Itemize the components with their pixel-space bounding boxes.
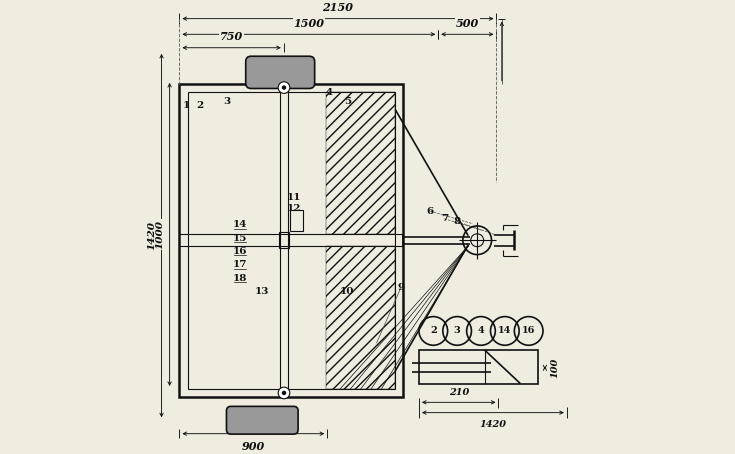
FancyBboxPatch shape: [245, 56, 315, 89]
Text: 1420: 1420: [147, 221, 156, 250]
Text: 15: 15: [233, 233, 247, 242]
Bar: [326, 246, 395, 389]
Text: 900: 900: [242, 441, 265, 452]
Text: 750: 750: [220, 31, 243, 42]
Text: 12: 12: [287, 204, 301, 213]
Text: 7: 7: [441, 214, 448, 223]
Text: 3: 3: [453, 326, 461, 336]
Text: 17: 17: [233, 261, 247, 269]
Bar: [187, 92, 395, 389]
FancyBboxPatch shape: [226, 406, 298, 434]
Text: 16: 16: [233, 247, 247, 256]
Text: 6: 6: [426, 207, 434, 216]
Text: 1420: 1420: [479, 420, 506, 429]
Text: 4: 4: [478, 326, 484, 336]
Bar: [326, 92, 395, 234]
Text: 2150: 2150: [323, 2, 354, 13]
Text: 9: 9: [398, 283, 405, 292]
Circle shape: [282, 85, 286, 90]
Bar: [290, 210, 303, 231]
Text: 13: 13: [255, 287, 270, 296]
Text: 4: 4: [326, 88, 333, 97]
Text: 500: 500: [456, 18, 479, 29]
Bar: [179, 84, 404, 397]
Text: 100: 100: [551, 358, 559, 378]
Text: 11: 11: [287, 193, 301, 202]
Text: 18: 18: [233, 274, 247, 283]
Text: 2: 2: [430, 326, 437, 336]
Text: 1500: 1500: [293, 18, 324, 29]
Text: 1: 1: [182, 101, 190, 110]
Text: 8: 8: [453, 217, 461, 226]
Text: 210: 210: [448, 388, 469, 397]
Text: 2: 2: [196, 101, 203, 110]
Text: 14: 14: [233, 220, 247, 229]
Text: 10: 10: [340, 287, 354, 296]
Circle shape: [278, 387, 290, 399]
Circle shape: [282, 391, 286, 395]
Text: 1000: 1000: [155, 220, 164, 249]
Text: 5: 5: [344, 97, 351, 106]
Text: 14: 14: [498, 326, 512, 336]
Circle shape: [278, 82, 290, 94]
Text: 16: 16: [522, 326, 535, 336]
Bar: [279, 232, 289, 248]
Text: 3: 3: [223, 97, 230, 106]
Bar: [419, 350, 538, 384]
